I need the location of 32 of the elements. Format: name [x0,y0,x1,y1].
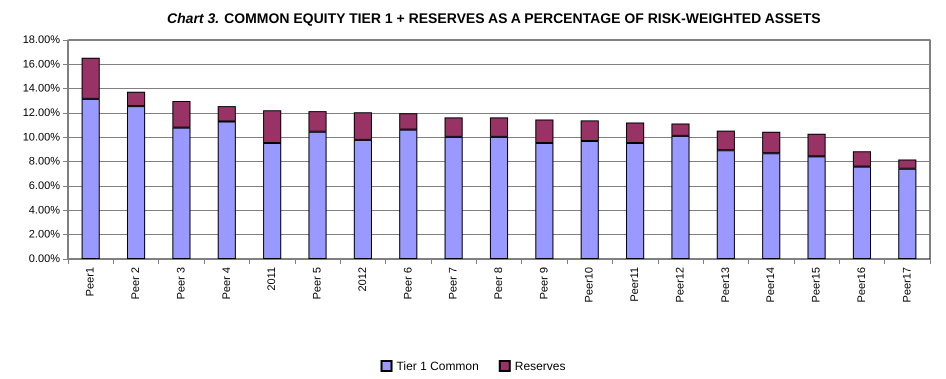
x-tick-label: Peer16 [856,267,868,302]
y-tick-label: 8.00% [28,156,60,168]
y-tick-label: 12.00% [22,107,60,119]
y-tick-label: 14.00% [22,82,60,95]
x-tick-label: Peer10 [584,267,596,302]
y-tick-label: 0.00% [28,253,60,265]
legend-label: Reserves [514,359,566,373]
legend-label: Tier 1 Common [396,359,479,373]
x-tick-label: 2012 [356,267,369,292]
chart-title: Chart 3. COMMON EQUITY TIER 1 + RESERVES AS A PERCENTAGE OF RISK-WEIGHTED ASSETS [167,10,821,26]
y-tick-label: 6.00% [28,180,60,192]
x-tick-label: Peer 2 [130,267,142,300]
y-tick-label: 10.00% [22,131,60,144]
x-tick-label: Peer13 [720,267,732,302]
x-tick-label: Peer15 [810,267,823,302]
x-tick-label: Peer 6 [402,267,414,300]
x-tick-label: Peer12 [674,267,686,302]
x-tick-label: Peer11 [629,267,642,302]
x-tick-label: Peer 3 [175,267,188,300]
y-tick-label: 16.00% [22,58,60,70]
x-tick-label: Peer1 [84,267,97,296]
x-tick-label: Peer 5 [312,267,324,300]
x-tick-label: 2011 [266,267,278,291]
y-tick-label: 2.00% [28,228,60,241]
y-tick-label: 18.00% [22,34,60,46]
x-tick-label: Peer 9 [538,267,550,300]
x-tick-label: Peer 4 [220,267,233,300]
x-tick-label: Peer 7 [448,267,460,300]
y-tick-label: 4.00% [28,204,60,216]
x-tick-label: Peer17 [901,267,914,302]
x-tick-label: Peer 8 [493,267,505,300]
x-tick-label: Peer14 [765,267,778,302]
